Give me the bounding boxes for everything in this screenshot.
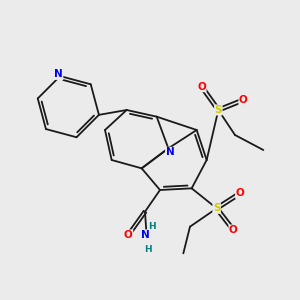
Text: O: O [239, 95, 248, 105]
Text: H: H [148, 222, 155, 231]
Text: O: O [197, 82, 206, 92]
Text: N: N [166, 147, 174, 157]
Text: O: O [229, 225, 238, 235]
Text: O: O [236, 188, 244, 198]
Text: N: N [141, 230, 149, 240]
Text: H: H [145, 245, 152, 254]
Text: S: S [214, 105, 222, 115]
Text: N: N [54, 69, 63, 80]
Text: O: O [124, 230, 133, 240]
Text: S: S [213, 203, 220, 213]
